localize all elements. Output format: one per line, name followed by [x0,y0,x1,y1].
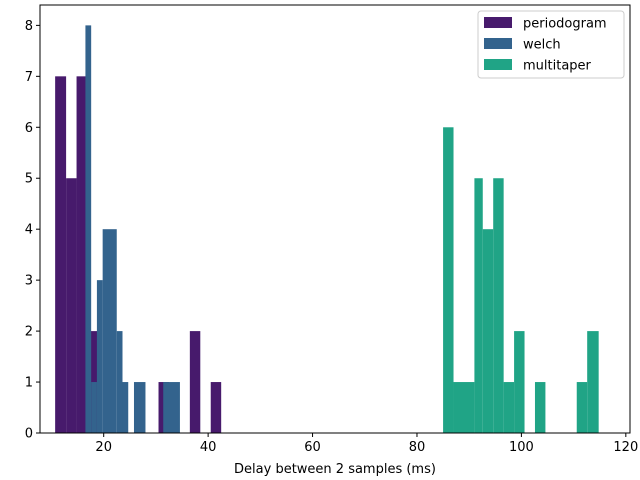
y-tick-label-5: 5 [25,172,33,187]
bar-welch-4 [116,331,123,433]
bar-multitaper-5 [503,382,515,433]
x-tick-label-5: 120 [613,440,638,455]
plot-frame [39,4,631,434]
legend-swatch-multitaper [484,59,512,70]
bar-welch-1 [91,382,97,433]
y-axis: 0 1 2 3 4 5 6 7 8 [25,19,40,442]
x-tick-label-3: 80 [409,440,426,455]
bars-layer [55,25,599,434]
bar-multitaper-0 [443,127,454,434]
y-tick-label-0: 0 [25,427,33,442]
x-tick-label-2: 60 [304,440,321,455]
legend-box [477,10,625,79]
bar-multitaper-8 [576,382,588,433]
y-tick-label-7: 7 [25,70,33,85]
x-axis-label: Delay between 2 samples (ms) [234,462,436,477]
bar-periodogram-5 [189,331,201,433]
x-tick-label-4: 100 [509,440,534,455]
legend: periodogram welch multitaper [477,10,625,79]
bar-periodogram-0 [55,76,67,433]
y-tick-label-6: 6 [25,121,33,136]
bar-periodogram-1 [66,178,77,433]
legend-label-periodogram: periodogram [523,17,607,32]
bar-welch-2 [96,280,103,433]
bar-multitaper-9 [587,331,599,433]
x-tick-label-1: 40 [200,440,217,455]
legend-label-multitaper: multitaper [523,59,592,74]
bar-multitaper-4 [493,178,504,433]
x-axis: 20 40 60 80 100 120 [95,433,638,455]
legend-label-welch: welch [523,38,561,53]
bar-multitaper-7 [534,382,546,433]
bar-welch-0 [85,25,92,434]
bar-welch-5 [122,382,129,433]
bar-multitaper-2 [474,178,483,433]
bar-periodogram-6 [210,382,222,433]
bar-multitaper-1 [453,382,475,433]
bar-multitaper-6 [514,331,525,433]
legend-swatch-periodogram [484,17,512,28]
y-tick-label-2: 2 [25,325,33,340]
y-tick-label-4: 4 [25,223,33,238]
x-tick-label-0: 20 [95,440,112,455]
bar-periodogram-2 [76,76,87,433]
bar-welch-6 [133,382,146,433]
legend-swatch-welch [484,38,512,49]
bar-welch-3 [102,229,117,433]
bar-welch-7 [163,382,180,433]
bar-multitaper-3 [482,229,494,433]
y-tick-label-1: 1 [25,376,33,391]
y-tick-label-3: 3 [25,274,33,289]
y-tick-label-8: 8 [25,19,33,34]
